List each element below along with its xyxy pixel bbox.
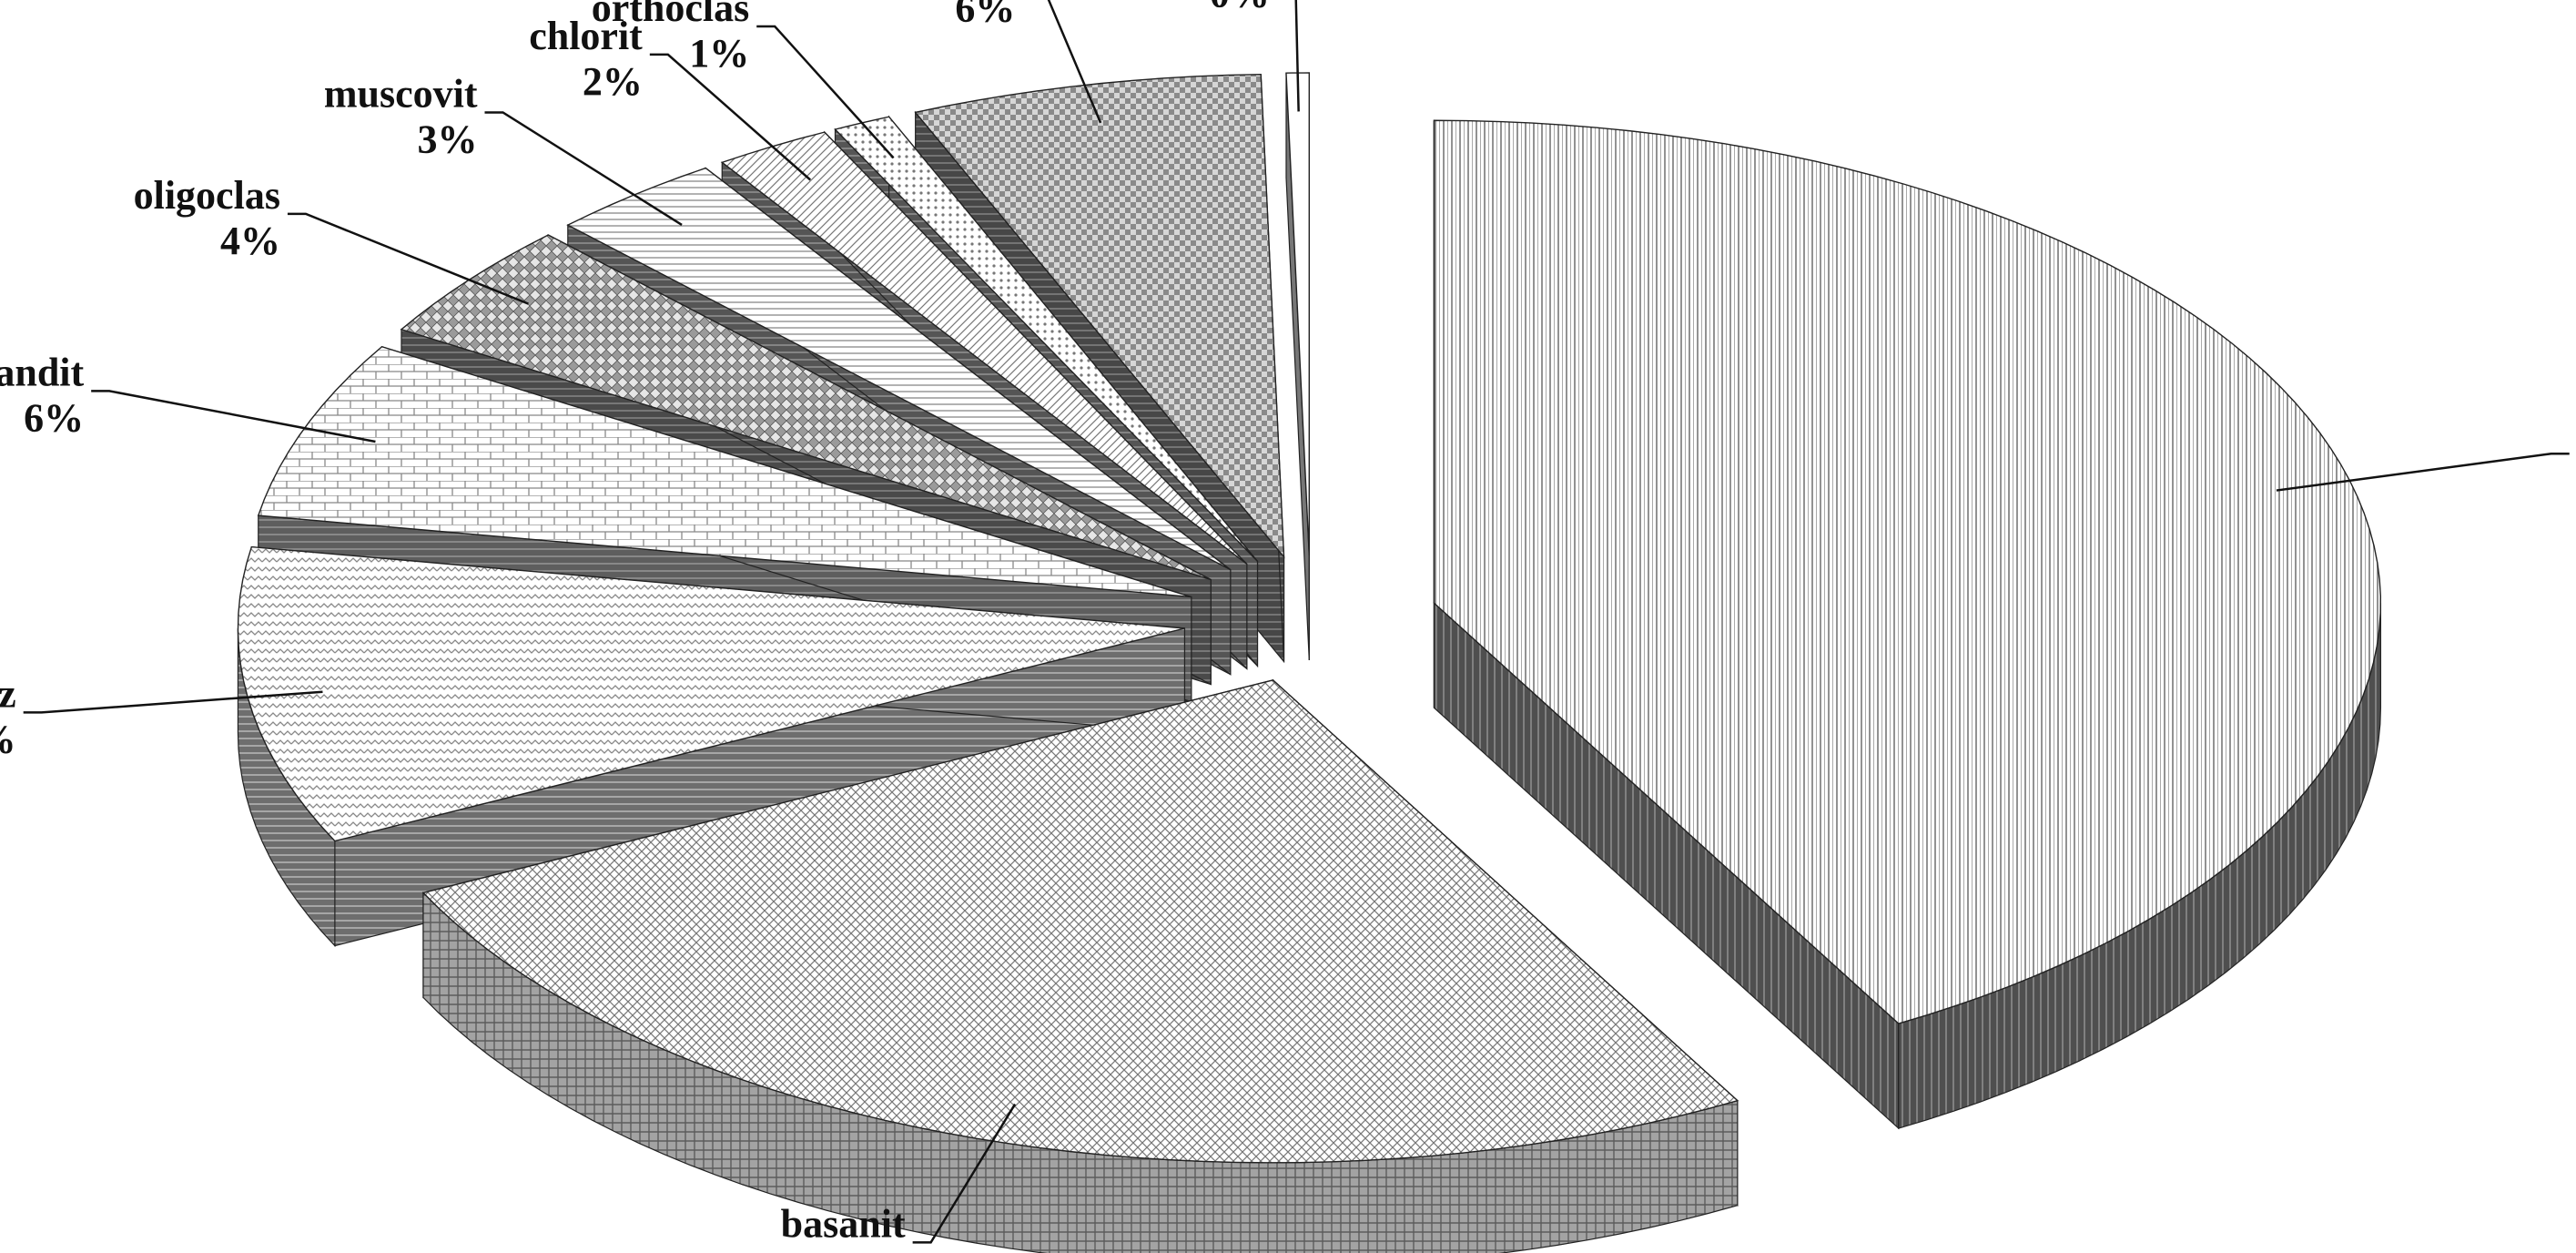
leader-line-anhydrit	[1047, 0, 1102, 124]
slice-value-anhydrit: 6%	[955, 0, 1015, 30]
leader-line-portlandit	[91, 390, 376, 443]
leader-line-oligoclas	[287, 212, 529, 305]
slice-value-qvartz: 10%	[0, 717, 16, 761]
slice-top	[1285, 72, 1310, 556]
slice-label-basanit: basanit	[781, 1201, 906, 1246]
slice-label-portlandit: portlandit	[0, 350, 85, 394]
leader-lines	[23, 0, 2570, 1244]
slice-value-orthoclas: 1%	[689, 31, 749, 76]
leader-line-orthoclas	[756, 25, 895, 159]
leader-line-basanit	[912, 1103, 1017, 1244]
slice-basanit	[421, 678, 1739, 1253]
pie-slices	[237, 72, 2382, 1253]
slice-label-chlorit: chlorit	[529, 14, 643, 58]
slice-label-orthoclas: orthoclas	[592, 0, 750, 30]
slice-label-oligoclas: oligoclas	[134, 173, 280, 218]
leader-line-muscovit	[484, 111, 683, 227]
slice-label-muscovit: muscovit	[324, 71, 478, 116]
leader-line-chlorit	[649, 53, 812, 181]
slice-value-sylvite: 0%	[1210, 0, 1270, 15]
slice-label-qvartz: qvartz	[0, 671, 16, 716]
slice-value-oligoclas: 4%	[220, 219, 280, 263]
slice-value-portlandit: 6%	[24, 395, 84, 440]
slice-value-muscovit: 3%	[417, 117, 477, 161]
slice-kalcit	[1433, 119, 2382, 1130]
leader-line-kalcit	[2276, 452, 2570, 492]
slice-value-basanit: 26%	[826, 1247, 906, 1253]
slice-value-chlorit: 2%	[583, 59, 643, 104]
leader-line-qvartz	[23, 690, 323, 714]
slice-sylvite	[1285, 72, 1310, 661]
leader-line-sylvite	[1294, 0, 1300, 112]
